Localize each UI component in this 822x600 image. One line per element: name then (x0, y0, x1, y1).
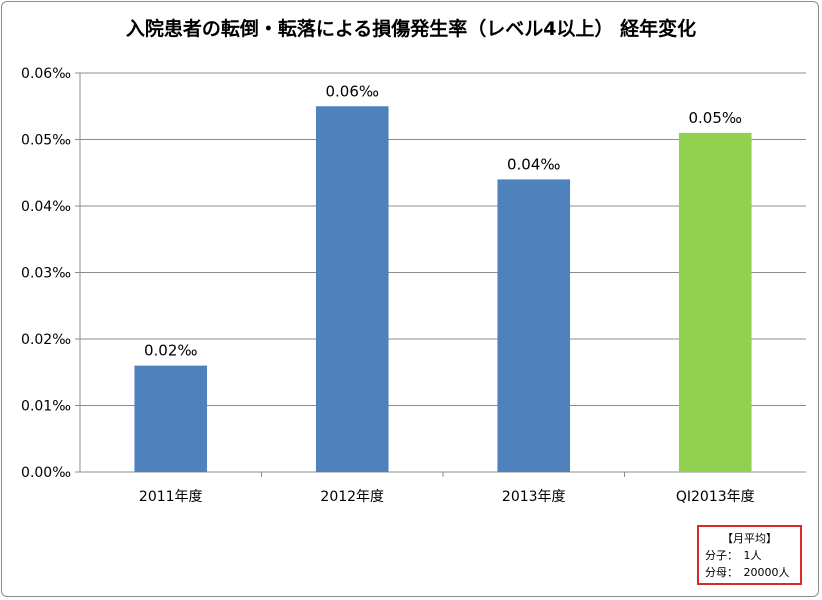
y-tick-label: 0.06‰ (21, 66, 71, 82)
x-tick-label: 2012年度 (320, 489, 384, 505)
x-tick-label: 2013年度 (502, 489, 566, 505)
data-label: 0.04‰ (507, 155, 561, 173)
y-tick-label: 0.05‰ (21, 133, 71, 149)
monthly-average-note: 【月平均】 分子： 1人 分母： 20000人 (697, 525, 802, 585)
bar (134, 365, 208, 472)
bar (497, 179, 571, 472)
chart-title: 入院患者の転倒・転落による損傷発生率（レベル4以上） 経年変化 (125, 18, 697, 40)
note-numerator: 分子： 1人 (705, 549, 762, 562)
x-tick-label: 2011年度 (139, 489, 203, 505)
note-denominator: 分母： 20000人 (705, 566, 790, 579)
y-tick-label: 0.04‰ (21, 199, 71, 215)
x-tick-label: QI2013年度 (676, 489, 755, 505)
data-label: 0.06‰ (325, 82, 379, 100)
data-label: 0.02‰ (144, 342, 198, 360)
note-title: 【月平均】 (722, 532, 777, 545)
data-label: 0.05‰ (688, 109, 742, 127)
bar (315, 106, 389, 472)
y-tick-label: 0.03‰ (21, 266, 71, 282)
labels: 0.00‰ 0.01‰ 0.02‰ 0.03‰ 0.04‰ 0.05‰ 0.06‰ 0.02‰… (21, 66, 755, 505)
bars (134, 106, 752, 472)
y-tick-label: 0.00‰ (21, 465, 71, 481)
bar (678, 132, 752, 472)
y-tick-label: 0.01‰ (21, 399, 71, 415)
y-tick-label: 0.02‰ (21, 332, 71, 348)
